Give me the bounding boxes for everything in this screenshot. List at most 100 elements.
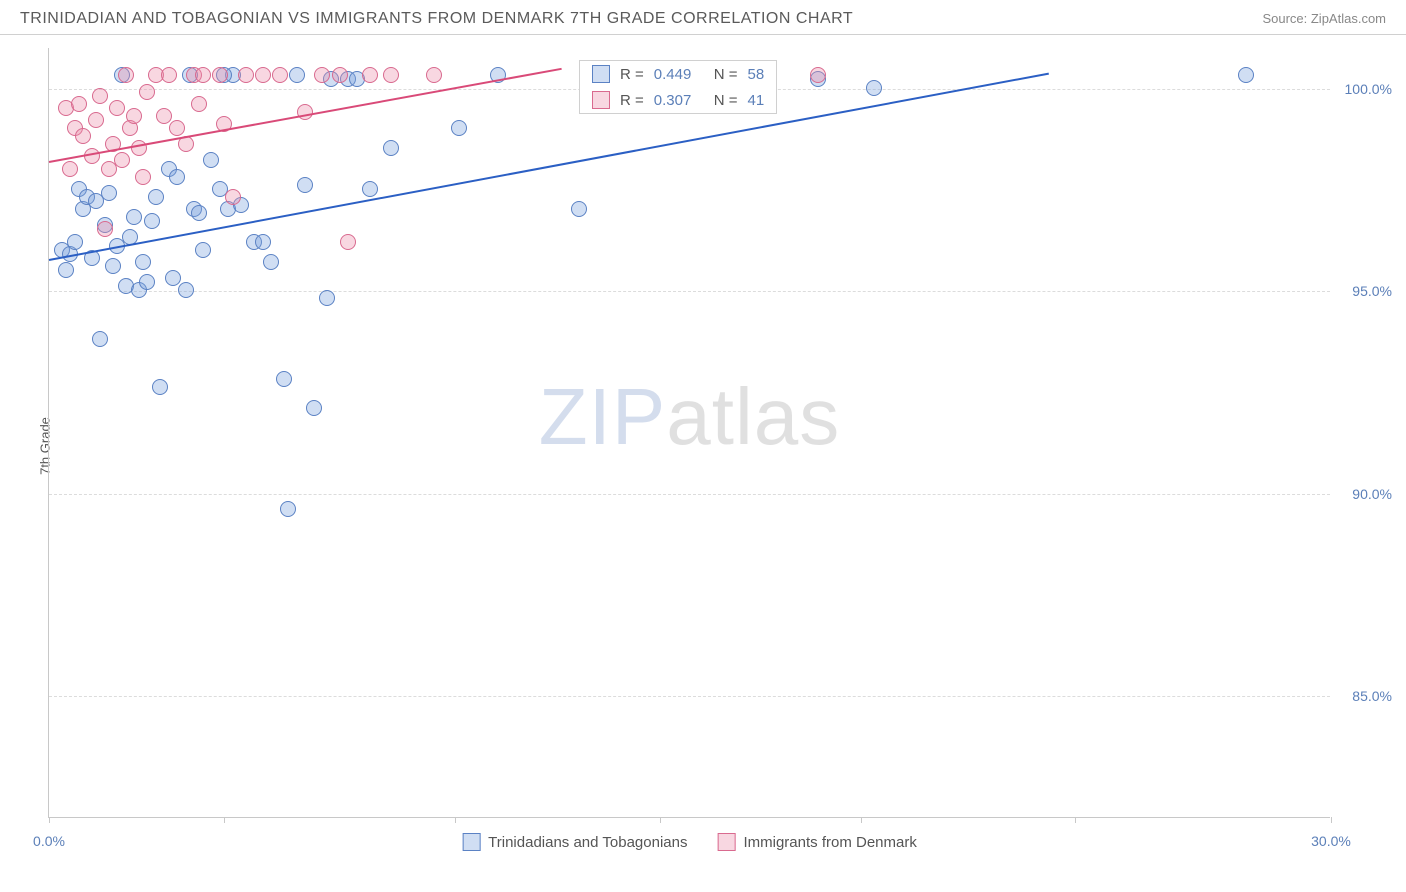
data-point <box>314 67 330 83</box>
data-point <box>306 400 322 416</box>
data-point <box>203 152 219 168</box>
data-point <box>62 161 78 177</box>
data-point <box>810 67 826 83</box>
data-point <box>280 501 296 517</box>
data-point <box>340 234 356 250</box>
data-point <box>67 234 83 250</box>
data-point <box>161 67 177 83</box>
legend-n-label: N = <box>714 92 738 109</box>
data-point <box>92 331 108 347</box>
data-point <box>255 67 271 83</box>
data-point <box>191 205 207 221</box>
data-point <box>169 120 185 136</box>
series-legend-label: Immigrants from Denmark <box>743 834 916 851</box>
data-point <box>105 258 121 274</box>
legend-n-value: 58 <box>748 66 765 83</box>
x-tick-label: 30.0% <box>1311 833 1351 849</box>
data-point <box>135 254 151 270</box>
series-legend-item: Immigrants from Denmark <box>717 833 916 851</box>
chart-source: Source: ZipAtlas.com <box>1262 11 1386 26</box>
watermark-part1: ZIP <box>539 372 666 461</box>
data-point <box>451 120 467 136</box>
legend-swatch <box>592 91 610 109</box>
legend-r-label: R = <box>620 66 644 83</box>
data-point <box>297 177 313 193</box>
data-point <box>362 67 378 83</box>
data-point <box>165 270 181 286</box>
data-point <box>426 67 442 83</box>
y-tick-label: 85.0% <box>1352 688 1392 704</box>
legend-swatch <box>717 833 735 851</box>
data-point <box>126 209 142 225</box>
data-point <box>139 84 155 100</box>
y-tick-label: 90.0% <box>1352 486 1392 502</box>
data-point <box>75 128 91 144</box>
x-tick <box>1331 817 1332 823</box>
data-point <box>101 185 117 201</box>
x-tick <box>660 817 661 823</box>
x-tick-label: 0.0% <box>33 833 65 849</box>
data-point <box>84 148 100 164</box>
data-point <box>152 379 168 395</box>
data-point <box>144 213 160 229</box>
y-tick-label: 100.0% <box>1345 81 1392 97</box>
watermark: ZIPatlas <box>539 371 840 463</box>
data-point <box>97 221 113 237</box>
data-point <box>571 201 587 217</box>
data-point <box>866 80 882 96</box>
data-point <box>383 140 399 156</box>
gridline <box>49 291 1330 292</box>
legend-n-value: 41 <box>748 92 765 109</box>
data-point <box>1238 67 1254 83</box>
data-point <box>118 67 134 83</box>
x-tick <box>224 817 225 823</box>
gridline <box>49 494 1330 495</box>
data-point <box>319 290 335 306</box>
data-point <box>383 67 399 83</box>
data-point <box>178 282 194 298</box>
data-point <box>212 67 228 83</box>
data-point <box>195 242 211 258</box>
data-point <box>332 67 348 83</box>
data-point <box>126 108 142 124</box>
data-point <box>195 67 211 83</box>
data-point <box>92 88 108 104</box>
data-point <box>58 262 74 278</box>
data-point <box>156 108 172 124</box>
x-tick <box>1075 817 1076 823</box>
legend-row: R =0.449N =58 <box>580 61 776 87</box>
series-legend-item: Trinidadians and Tobagonians <box>462 833 687 851</box>
data-point <box>169 169 185 185</box>
legend-swatch <box>592 65 610 83</box>
legend-r-label: R = <box>620 92 644 109</box>
data-point <box>109 100 125 116</box>
legend-r-value: 0.307 <box>654 92 704 109</box>
data-point <box>362 181 378 197</box>
data-point <box>272 67 288 83</box>
data-point <box>263 254 279 270</box>
data-point <box>148 189 164 205</box>
chart-plot-area: ZIPatlas 85.0%90.0%95.0%100.0%0.0%30.0%R… <box>48 48 1330 818</box>
data-point <box>297 104 313 120</box>
y-tick-label: 95.0% <box>1352 283 1392 299</box>
series-legend: Trinidadians and Tobagonians Immigrants f… <box>462 833 917 851</box>
data-point <box>225 189 241 205</box>
data-point <box>88 112 104 128</box>
x-tick <box>861 817 862 823</box>
x-tick <box>455 817 456 823</box>
data-point <box>114 152 130 168</box>
chart-header: TRINIDADIAN AND TOBAGONIAN VS IMMIGRANTS… <box>0 0 1406 35</box>
data-point <box>255 234 271 250</box>
data-point <box>238 67 254 83</box>
data-point <box>191 96 207 112</box>
correlation-legend: R =0.449N =58R =0.307N =41 <box>579 60 777 114</box>
legend-n-label: N = <box>714 66 738 83</box>
legend-swatch <box>462 833 480 851</box>
series-legend-label: Trinidadians and Tobagonians <box>488 834 687 851</box>
data-point <box>276 371 292 387</box>
watermark-part2: atlas <box>666 372 840 461</box>
gridline <box>49 696 1330 697</box>
data-point <box>139 274 155 290</box>
data-point <box>71 96 87 112</box>
data-point <box>135 169 151 185</box>
